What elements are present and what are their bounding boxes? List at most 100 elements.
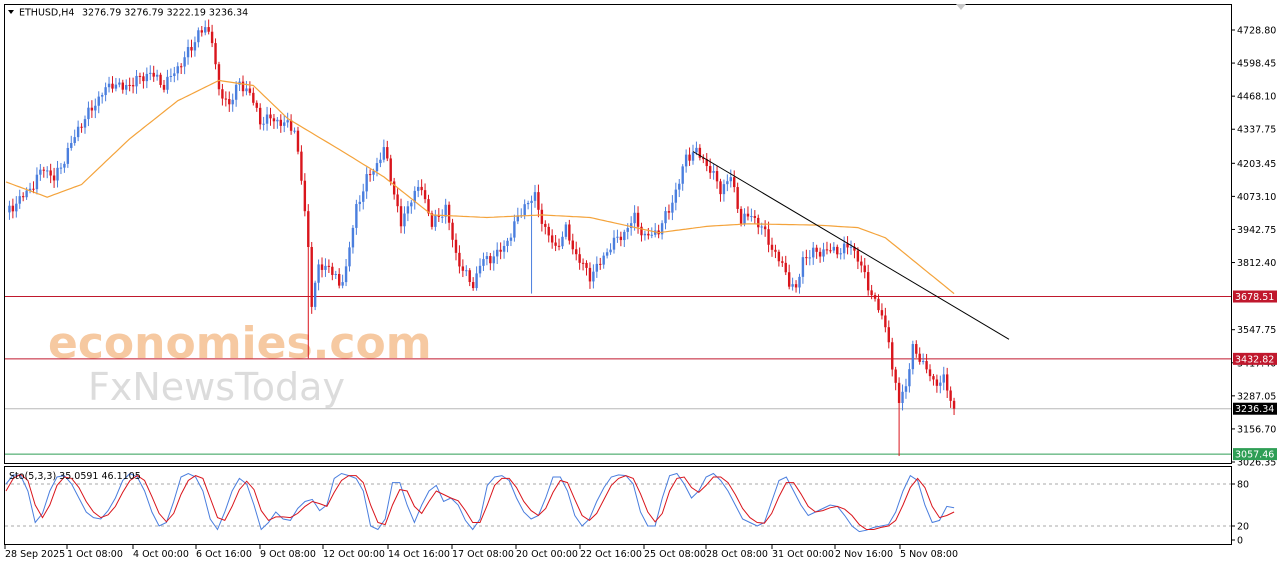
candle-bull bbox=[193, 42, 197, 51]
candle-bear bbox=[437, 215, 441, 217]
candle-bull bbox=[204, 27, 207, 33]
candle-bear bbox=[753, 216, 757, 218]
candle-bull bbox=[231, 99, 234, 105]
candle-bear bbox=[221, 89, 224, 99]
candle-bull bbox=[18, 196, 21, 204]
watermark: economies.com FxNewsToday bbox=[48, 318, 432, 409]
candle-bull bbox=[629, 223, 633, 229]
level-labels: 3678.51 3432.82 3236.34 3057.46 bbox=[1233, 290, 1277, 461]
candle-bull bbox=[94, 105, 97, 111]
candle-bull bbox=[63, 163, 66, 168]
candle-bear bbox=[420, 186, 423, 191]
candle-bull bbox=[365, 174, 368, 192]
candle-bull bbox=[176, 66, 179, 74]
candle-bear bbox=[571, 240, 574, 250]
candle-bull bbox=[375, 163, 379, 172]
level-label-3057.46: 3057.46 bbox=[1235, 450, 1274, 461]
candle-bear bbox=[829, 250, 832, 252]
candle-bull bbox=[533, 192, 537, 201]
candle-bull bbox=[678, 183, 681, 190]
candle-bull bbox=[616, 236, 619, 238]
candle-bull bbox=[382, 147, 386, 160]
candle-bear bbox=[547, 226, 550, 236]
price-tick-label: 4337.75 bbox=[1237, 125, 1276, 136]
price-tick-label: 3026.35 bbox=[1237, 458, 1276, 469]
candle-bull bbox=[561, 236, 564, 247]
candle-bull bbox=[417, 186, 420, 191]
candle-bull bbox=[513, 221, 516, 238]
candle-bull bbox=[942, 374, 945, 383]
moving-average-line bbox=[5, 79, 955, 295]
candle-bull bbox=[434, 215, 437, 227]
candle-bear bbox=[320, 264, 324, 270]
candle-bull bbox=[125, 84, 128, 90]
candle-bull bbox=[654, 230, 657, 235]
stochastic-k-line bbox=[5, 472, 955, 533]
candle-bull bbox=[66, 147, 70, 164]
price-tick-label: 4728.80 bbox=[1237, 26, 1276, 37]
collapse-arrow-icon[interactable] bbox=[8, 10, 14, 14]
time-tick-label: 2 Nov 16:00 bbox=[835, 549, 893, 560]
candle-bear bbox=[396, 194, 399, 207]
candle-bear bbox=[210, 31, 214, 44]
candle-bear bbox=[142, 76, 145, 82]
candle-bear bbox=[767, 229, 770, 245]
candle-bear bbox=[327, 265, 331, 267]
horizontal-levels bbox=[5, 296, 1231, 455]
candle-bull bbox=[25, 190, 28, 198]
candle-bull bbox=[691, 152, 695, 161]
candle-bear bbox=[925, 361, 928, 370]
scroll-marker-icon[interactable] bbox=[956, 4, 966, 10]
candle-bull bbox=[595, 263, 599, 272]
candle-bear bbox=[337, 274, 341, 286]
candle-bull bbox=[602, 255, 605, 265]
candle-bull bbox=[118, 82, 121, 85]
candle-bear bbox=[49, 170, 52, 176]
candle-bull bbox=[643, 233, 647, 236]
candle-bull bbox=[104, 87, 107, 96]
candle-bull bbox=[334, 274, 337, 276]
candle-bear bbox=[825, 249, 829, 251]
candle-bear bbox=[430, 213, 434, 227]
candle-bear bbox=[468, 270, 471, 283]
candle-bull bbox=[245, 88, 248, 92]
candle-bull bbox=[149, 72, 152, 74]
candle-bear bbox=[853, 246, 856, 251]
candle-bull bbox=[812, 247, 815, 258]
candle-bear bbox=[952, 400, 956, 409]
candle-bull bbox=[626, 228, 629, 232]
candle-bull bbox=[609, 249, 612, 253]
candle-bull bbox=[684, 154, 688, 167]
candle-bear bbox=[884, 315, 887, 328]
price-tick-label: 4598.45 bbox=[1237, 59, 1276, 70]
candle-bear bbox=[777, 251, 781, 262]
candle-bear bbox=[272, 118, 276, 122]
candle-bull bbox=[516, 215, 520, 222]
candles bbox=[8, 19, 956, 456]
candle-bear bbox=[781, 261, 784, 263]
candle-bear bbox=[248, 88, 252, 93]
candle-bull bbox=[801, 257, 805, 277]
candle-bull bbox=[358, 201, 362, 205]
candle-bear bbox=[550, 235, 554, 243]
symbol-label: ETHUSD,H4 bbox=[19, 8, 74, 19]
candle-bull bbox=[403, 213, 406, 227]
candle-bear bbox=[121, 82, 124, 90]
candle-bull bbox=[283, 122, 286, 126]
candle-bear bbox=[279, 119, 282, 126]
candle-bear bbox=[746, 213, 750, 217]
candle-bear bbox=[489, 256, 492, 264]
candle-bull bbox=[623, 231, 626, 241]
candle-bull bbox=[344, 266, 348, 283]
candle-bear bbox=[454, 239, 458, 253]
candle-bull bbox=[791, 284, 794, 287]
candle-bull bbox=[465, 270, 468, 272]
candle-bull bbox=[842, 243, 846, 254]
candle-bull bbox=[722, 184, 726, 195]
candle-bear bbox=[200, 30, 203, 33]
candle-bear bbox=[307, 211, 310, 248]
stochastic-d-line bbox=[5, 473, 955, 530]
candle-bull bbox=[605, 252, 609, 256]
